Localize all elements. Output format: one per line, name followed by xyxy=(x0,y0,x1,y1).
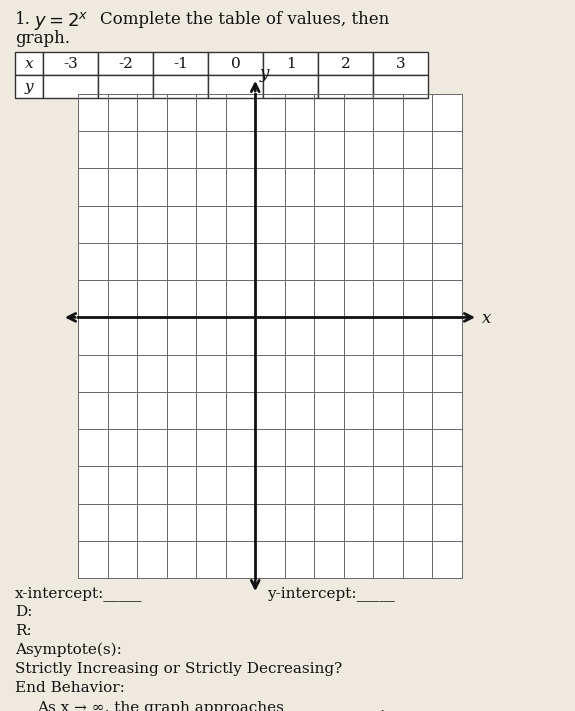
Bar xyxy=(98,75,153,98)
Text: R:: R: xyxy=(15,624,32,638)
Bar xyxy=(208,52,263,75)
Text: $y=2^x$: $y=2^x$ xyxy=(34,10,89,32)
Text: Complete the table of values, then: Complete the table of values, then xyxy=(100,11,389,28)
Text: As x → ∞, the graph approaches ____________.: As x → ∞, the graph approaches _________… xyxy=(37,700,385,711)
Text: 2: 2 xyxy=(340,56,350,70)
Bar xyxy=(318,75,373,98)
Text: -3: -3 xyxy=(63,56,78,70)
Bar xyxy=(15,75,43,98)
Text: -2: -2 xyxy=(118,56,133,70)
Text: graph.: graph. xyxy=(15,30,70,47)
Text: y: y xyxy=(259,65,269,82)
Bar xyxy=(43,52,98,75)
Text: 3: 3 xyxy=(396,56,405,70)
Bar xyxy=(263,75,318,98)
Text: Asymptote(s):: Asymptote(s): xyxy=(15,643,122,658)
Text: End Behavior:: End Behavior: xyxy=(15,681,125,695)
Bar xyxy=(78,94,462,578)
Bar xyxy=(153,52,208,75)
Text: x: x xyxy=(482,310,492,327)
Bar xyxy=(208,75,263,98)
Bar xyxy=(373,75,428,98)
Bar xyxy=(15,52,43,75)
Bar xyxy=(43,75,98,98)
Bar xyxy=(98,52,153,75)
Bar xyxy=(373,52,428,75)
Text: 1.: 1. xyxy=(15,11,31,28)
Text: D:: D: xyxy=(15,605,33,619)
Text: y-intercept:_____: y-intercept:_____ xyxy=(267,586,395,601)
Text: 1: 1 xyxy=(286,56,296,70)
Bar xyxy=(263,52,318,75)
Bar xyxy=(318,52,373,75)
Text: y: y xyxy=(25,80,33,94)
Text: Strictly Increasing or Strictly Decreasing?: Strictly Increasing or Strictly Decreasi… xyxy=(15,662,342,676)
Bar xyxy=(153,75,208,98)
Text: x-intercept:_____: x-intercept:_____ xyxy=(15,586,143,601)
Text: x: x xyxy=(25,56,33,70)
Text: 0: 0 xyxy=(231,56,240,70)
Text: -1: -1 xyxy=(173,56,188,70)
